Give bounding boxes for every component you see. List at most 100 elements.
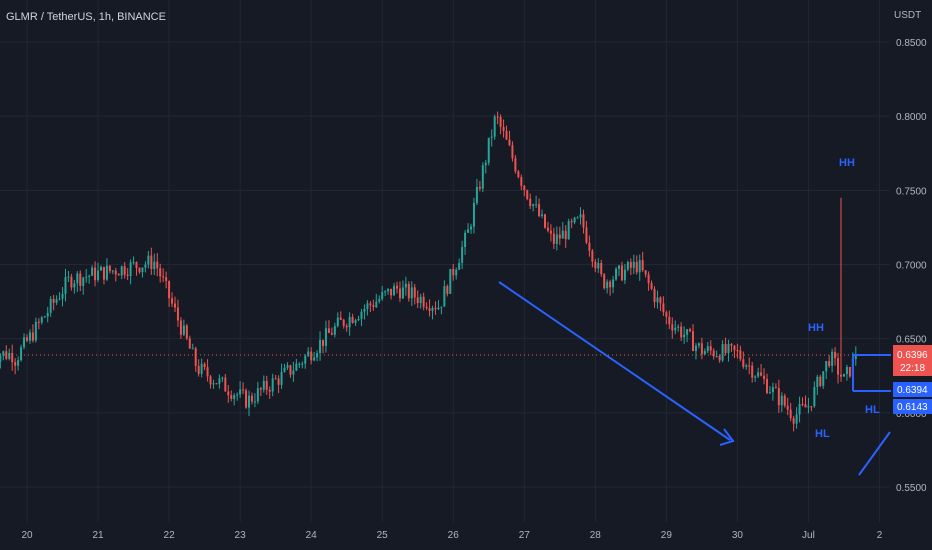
price-axis[interactable]: 0.8500 0.8000 0.7500 0.7000 0.6500 0.6000 0.55… bbox=[896, 38, 927, 494]
candle-body bbox=[85, 276, 88, 278]
candle-body bbox=[706, 346, 709, 351]
candle-body bbox=[40, 317, 43, 323]
candle-body bbox=[582, 214, 585, 228]
candle-body bbox=[552, 233, 555, 244]
candle-body bbox=[0, 355, 2, 362]
candle-body bbox=[798, 404, 801, 415]
candle-body bbox=[665, 312, 668, 317]
candle-body bbox=[268, 389, 271, 392]
candle-body bbox=[135, 262, 138, 268]
candle-body bbox=[401, 287, 404, 299]
time-tick-label: 23 bbox=[235, 530, 247, 541]
candle-body bbox=[777, 387, 780, 406]
candle-body bbox=[52, 298, 55, 303]
candle-body bbox=[840, 374, 842, 377]
candle-body bbox=[603, 274, 606, 289]
candle-body bbox=[345, 325, 348, 328]
candle-body bbox=[671, 324, 674, 331]
candle-body bbox=[585, 227, 588, 243]
candle-body bbox=[618, 265, 620, 269]
candle-body bbox=[780, 395, 783, 406]
candle-body bbox=[712, 350, 715, 357]
candle-body bbox=[162, 276, 165, 278]
candle-body bbox=[848, 366, 851, 377]
candle-body bbox=[330, 332, 333, 335]
annotation-hl-left: HL bbox=[815, 428, 830, 440]
candle-body bbox=[271, 378, 274, 392]
candle-body bbox=[117, 274, 120, 276]
uptrend-line[interactable] bbox=[858, 431, 891, 476]
candle-body bbox=[511, 145, 514, 159]
candle-body bbox=[31, 332, 34, 341]
candle-body bbox=[369, 303, 372, 306]
candle-body bbox=[91, 267, 94, 276]
candle-body bbox=[357, 318, 360, 321]
candle-body bbox=[538, 204, 541, 216]
candle-body bbox=[736, 350, 739, 352]
drawings[interactable] bbox=[498, 281, 891, 476]
candle-body bbox=[375, 301, 378, 308]
downtrend-arrow-line[interactable] bbox=[498, 281, 731, 441]
candle-body bbox=[224, 377, 227, 392]
candle-body bbox=[176, 307, 179, 321]
candle-body bbox=[481, 165, 484, 189]
candle-body bbox=[499, 116, 502, 127]
candle-body bbox=[819, 376, 822, 386]
candle-body bbox=[484, 162, 487, 166]
candle-body bbox=[227, 391, 230, 396]
candle-body bbox=[366, 303, 369, 309]
candle-body bbox=[248, 395, 250, 408]
candle-body bbox=[555, 234, 558, 244]
candle-body bbox=[230, 395, 233, 399]
candle-body bbox=[609, 281, 612, 288]
candle-body bbox=[23, 337, 26, 348]
candle-body bbox=[156, 261, 159, 269]
candle-body bbox=[307, 351, 310, 357]
candle-body bbox=[558, 234, 561, 239]
candle-body bbox=[351, 316, 354, 323]
candle-body bbox=[727, 344, 730, 353]
candle-body bbox=[594, 261, 597, 269]
candle-body bbox=[842, 373, 845, 377]
candle-body bbox=[659, 297, 662, 304]
candle-body bbox=[26, 337, 28, 341]
candle-body bbox=[532, 204, 535, 207]
candle-body bbox=[141, 267, 144, 273]
candle-body bbox=[680, 326, 683, 338]
candle-body bbox=[363, 308, 366, 312]
candle-body bbox=[245, 390, 248, 408]
time-axis[interactable]: 20 21 22 23 24 25 26 27 28 29 30 Jul 2 bbox=[21, 530, 882, 541]
candle-body bbox=[206, 367, 209, 377]
candle-body bbox=[253, 401, 256, 403]
symbol-title: GLMR / TetherUS, 1h, BINANCE bbox=[6, 11, 166, 23]
candle-body bbox=[108, 265, 111, 272]
candle-body bbox=[508, 139, 511, 146]
annotation-hh-mid: HH bbox=[808, 322, 824, 334]
candle-body bbox=[683, 334, 686, 338]
candle-body bbox=[694, 345, 697, 352]
candle-body bbox=[280, 371, 283, 385]
candle-body bbox=[467, 229, 470, 233]
candle-body bbox=[55, 299, 58, 303]
candle-body bbox=[700, 343, 703, 355]
candle-body bbox=[34, 321, 37, 341]
candle-body bbox=[203, 363, 206, 368]
time-tick-label: 24 bbox=[306, 530, 318, 541]
candle-body bbox=[171, 298, 174, 304]
candles bbox=[0, 111, 857, 432]
candle-body bbox=[165, 277, 168, 281]
candle-body bbox=[120, 266, 123, 276]
candle-body bbox=[541, 214, 544, 216]
candle-body bbox=[88, 275, 91, 277]
candle-body bbox=[792, 418, 795, 424]
level-tag-lower-value: 0.6143 bbox=[897, 402, 928, 413]
candle-body bbox=[535, 204, 538, 206]
candle-body bbox=[413, 287, 416, 298]
candle-body bbox=[102, 266, 105, 280]
candle-body bbox=[546, 227, 549, 231]
candle-body bbox=[816, 376, 819, 388]
candle-body bbox=[804, 404, 807, 408]
candle-body bbox=[742, 359, 745, 367]
